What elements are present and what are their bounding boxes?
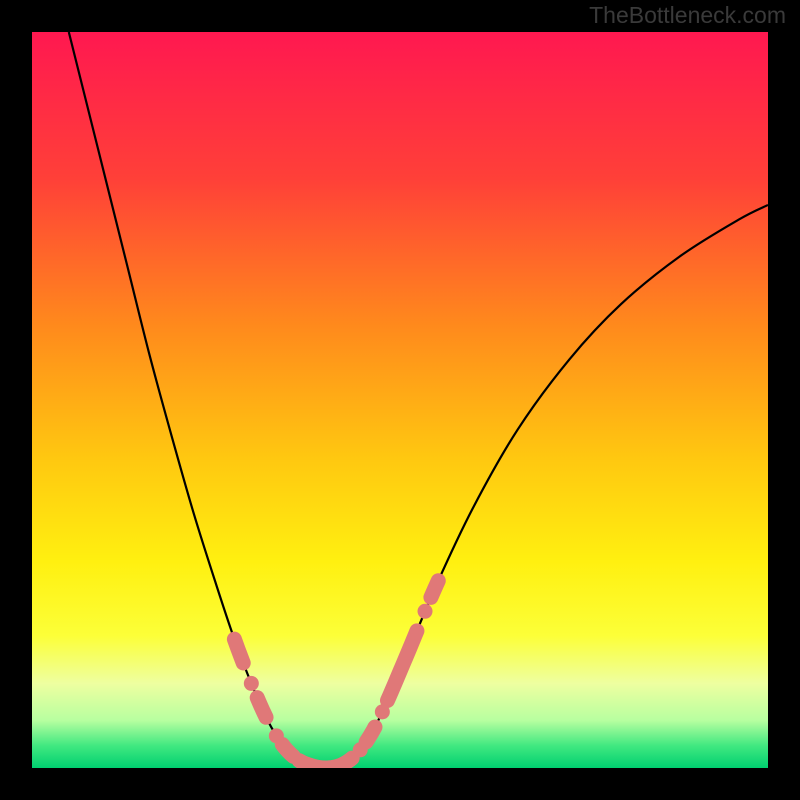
marker-capsule (431, 581, 438, 598)
marker-capsule (366, 727, 375, 742)
marker-capsule (282, 744, 293, 756)
marker-dot (418, 604, 433, 619)
watermark-text: TheBottleneck.com (589, 2, 786, 29)
marker-capsule (234, 639, 243, 663)
bottleneck-chart (0, 0, 800, 800)
chart-stage: TheBottleneck.com (0, 0, 800, 800)
marker-capsule (257, 698, 266, 718)
marker-dot (244, 676, 259, 691)
